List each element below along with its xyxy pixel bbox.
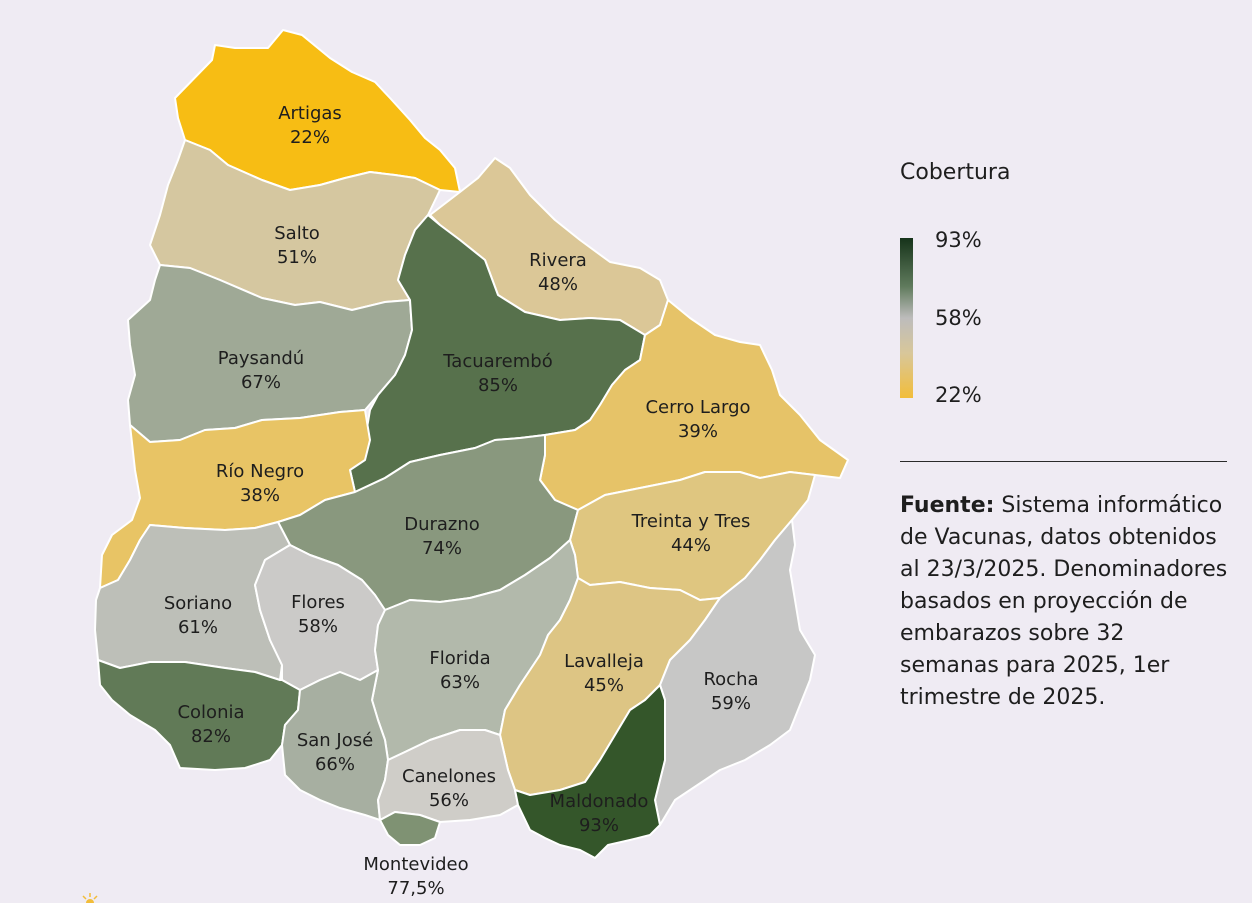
label-maldonado: Maldonado: [550, 791, 649, 812]
label-rio-negro: Río Negro: [216, 461, 304, 482]
value-lavalleja: 45%: [584, 675, 624, 696]
legend-mid-label: 58%: [935, 306, 982, 330]
label-san-jose: San José: [297, 730, 373, 751]
value-rio-negro: 38%: [240, 485, 280, 506]
value-canelones: 56%: [429, 790, 469, 811]
value-salto: 51%: [277, 247, 317, 268]
value-rocha: 59%: [711, 693, 751, 714]
label-salto: Salto: [274, 223, 320, 244]
value-artigas: 22%: [290, 127, 330, 148]
value-treinta-y-tres: 44%: [671, 535, 711, 556]
label-colonia: Colonia: [177, 702, 244, 723]
value-durazno: 74%: [422, 538, 462, 559]
value-florida: 63%: [440, 672, 480, 693]
label-paysandu: Paysandú: [218, 348, 304, 369]
legend-min-label: 22%: [935, 383, 982, 407]
region-maldonado[interactable]: [514, 684, 666, 859]
value-flores: 58%: [298, 616, 338, 637]
source-label: Fuente:: [900, 493, 995, 518]
source-text: Sistema informático de Vacunas, datos ob…: [900, 493, 1228, 710]
label-montevideo: Montevideo: [363, 854, 468, 875]
label-soriano: Soriano: [164, 593, 232, 614]
value-cerro-largo: 39%: [678, 421, 718, 442]
value-rivera: 48%: [538, 274, 578, 295]
label-canelones: Canelones: [402, 766, 496, 787]
region-montevideo[interactable]: [379, 811, 441, 846]
legend-max-label: 93%: [935, 228, 982, 252]
sun-logo-icon: [82, 893, 98, 903]
label-flores: Flores: [291, 592, 345, 613]
label-lavalleja: Lavalleja: [564, 651, 644, 672]
value-paysandu: 67%: [241, 372, 281, 393]
source-note: Fuente: Sistema informático de Vacunas, …: [900, 490, 1230, 714]
label-rivera: Rivera: [529, 250, 587, 271]
value-san-jose: 66%: [315, 754, 355, 775]
value-tacuarembo: 85%: [478, 375, 518, 396]
divider: [900, 461, 1227, 462]
label-durazno: Durazno: [404, 514, 480, 535]
label-cerro-largo: Cerro Largo: [645, 397, 750, 418]
value-soriano: 61%: [178, 617, 218, 638]
region-canelones[interactable]: [377, 729, 519, 823]
value-maldonado: 93%: [579, 815, 619, 836]
value-montevideo: 77,5%: [387, 878, 444, 899]
legend-color-scale: [900, 238, 913, 398]
label-rocha: Rocha: [703, 669, 758, 690]
uruguay-map: Artigas 22% Salto 51% Rivera 48% Paysand…: [94, 29, 849, 899]
legend-title: Cobertura: [900, 160, 1011, 185]
label-tacuarembo: Tacuarembó: [442, 351, 552, 372]
value-colonia: 82%: [191, 726, 231, 747]
label-florida: Florida: [429, 648, 490, 669]
label-treinta-y-tres: Treinta y Tres: [631, 511, 751, 532]
label-artigas: Artigas: [278, 103, 342, 124]
